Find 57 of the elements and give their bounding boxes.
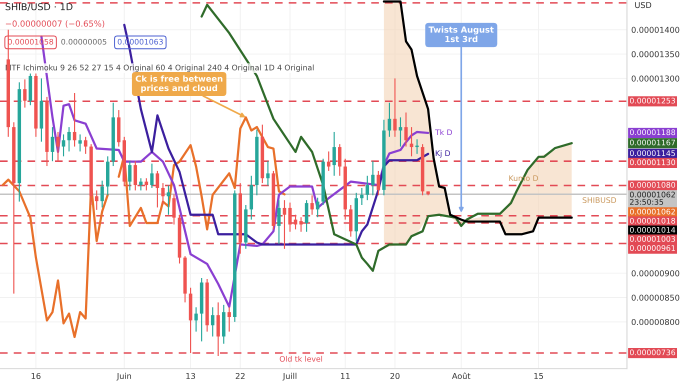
candlestick xyxy=(366,175,370,201)
y-tick-label: 0.00000800 xyxy=(632,318,680,326)
y-tick-label: 0.00001300 xyxy=(632,75,680,82)
x-tick-label: 16 xyxy=(32,372,41,380)
candlestick xyxy=(299,216,303,232)
y-axis-title: USD xyxy=(635,2,652,8)
x-tick-label: Août xyxy=(452,372,470,380)
annotation: Twists August 1st 3rd xyxy=(428,26,494,42)
chart-title: SHIB/USD · 1D xyxy=(6,3,72,11)
candlestick xyxy=(23,78,27,108)
candlestick xyxy=(194,306,198,332)
x-tick-label: 22 xyxy=(236,372,245,379)
y-tick-label: 0.00000900 xyxy=(632,270,680,276)
y-tick-label: 0.00000850 xyxy=(632,294,680,301)
candlestick xyxy=(349,204,352,238)
candlestick xyxy=(161,182,165,206)
candlestick xyxy=(210,306,214,338)
x-tick-label: 13 xyxy=(186,372,196,380)
candlestick xyxy=(326,150,330,172)
candlestick xyxy=(150,163,154,189)
candlestick xyxy=(310,194,314,216)
candlestick xyxy=(228,306,231,332)
candlestick xyxy=(415,138,419,154)
candlestick xyxy=(266,160,270,186)
y-tick-label: 0.00001350 xyxy=(632,51,680,58)
candlestick xyxy=(139,178,143,191)
candlestick xyxy=(128,160,132,191)
text: −0.00000007 (−0.65%) xyxy=(6,20,104,28)
candlestick xyxy=(282,200,286,250)
candlestick xyxy=(371,160,375,196)
x-tick-label: Juin xyxy=(116,372,132,381)
candlestick xyxy=(72,92,76,148)
candlestick xyxy=(100,180,104,208)
candlestick xyxy=(67,126,71,152)
candlestick xyxy=(376,170,380,196)
candlestick xyxy=(78,134,82,152)
candlestick xyxy=(134,160,138,191)
candlestick xyxy=(144,178,148,191)
candlestick xyxy=(277,200,281,245)
x-tick-label: 20 xyxy=(390,372,400,380)
candlestick xyxy=(304,200,308,232)
x-tick-label: 11 xyxy=(341,373,350,379)
candlestick xyxy=(332,131,336,176)
candlestick xyxy=(62,134,66,157)
candlestick xyxy=(94,190,98,210)
candlestick xyxy=(84,136,88,154)
candlestick xyxy=(216,302,220,357)
candlestick xyxy=(316,197,320,218)
candlestick xyxy=(393,78,397,138)
candlestick xyxy=(338,144,342,176)
x-tick-label: Juill xyxy=(282,372,296,381)
x-tick-label: 15 xyxy=(534,373,543,380)
annotation: Ck is free between prices and cloud xyxy=(136,75,222,93)
y-tick-label: 0.00001400 xyxy=(632,26,680,33)
candlestick xyxy=(156,170,160,208)
candlestick xyxy=(294,214,298,230)
candlestick xyxy=(388,102,392,138)
